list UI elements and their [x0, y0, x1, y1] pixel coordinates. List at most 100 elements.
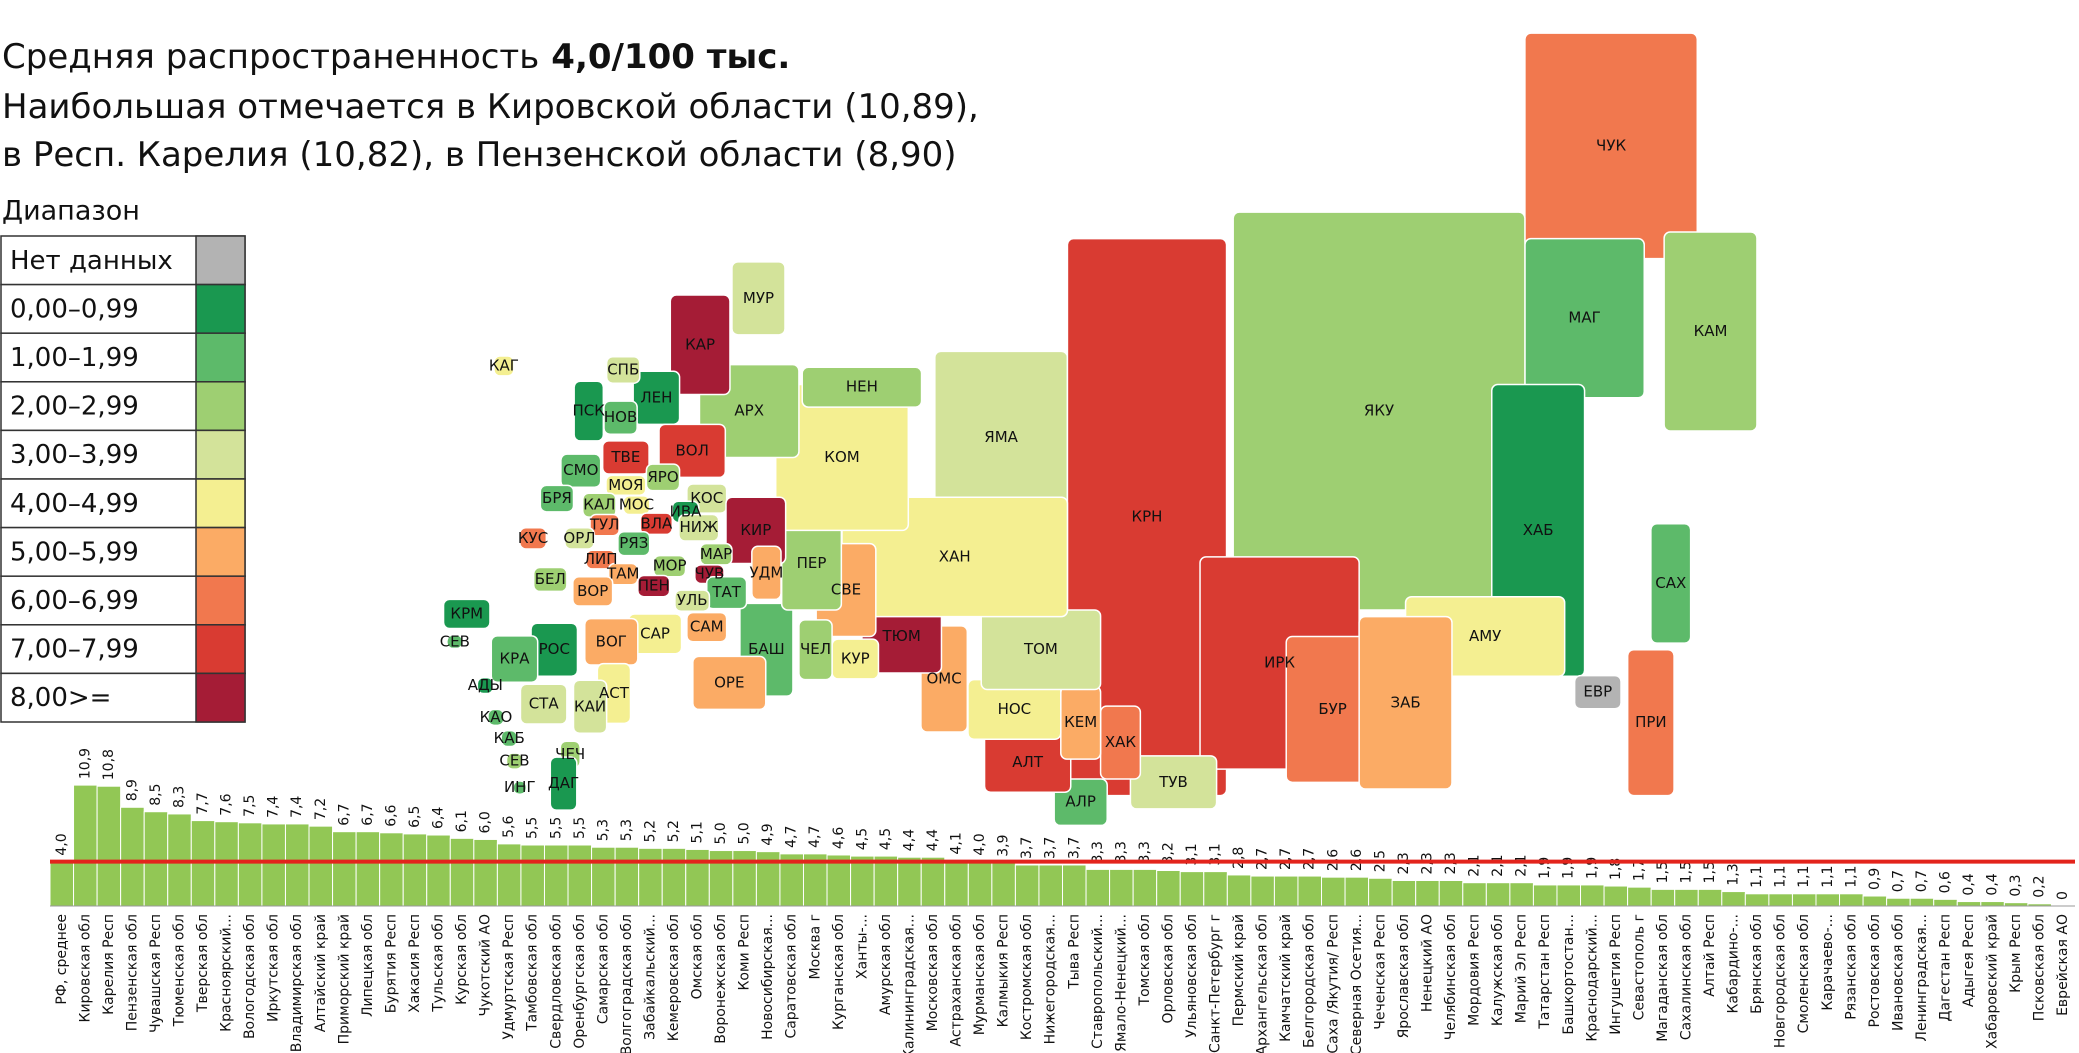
bar	[1014, 864, 1040, 907]
region-label: ВОР	[577, 582, 608, 600]
bar	[73, 784, 98, 907]
x-tick-label: Татарстан Респ	[1537, 914, 1553, 1030]
region-label: МОЯ	[608, 476, 643, 494]
region-label: АЛР	[1065, 793, 1096, 811]
bar	[1956, 901, 1982, 907]
x-tick-label: Челябинская обл	[1443, 914, 1459, 1040]
x-tick-label: Алтай Респ	[1702, 914, 1718, 997]
bar	[1580, 884, 1605, 907]
region	[645, 463, 681, 492]
x-tick-label: Ямало-Ненецкий...	[1113, 914, 1129, 1052]
region	[539, 484, 575, 513]
region-label: КАБ	[494, 729, 525, 747]
bar	[1321, 876, 1346, 907]
region-label: КЕМ	[1064, 713, 1097, 731]
value-label: 10,9	[77, 748, 93, 779]
region-label: МОР	[653, 557, 687, 575]
value-label: 7,7	[195, 792, 211, 814]
region-label: АДЫ	[468, 676, 503, 694]
region-label: КАГ	[489, 356, 519, 374]
legend: Нет данных 0,00–0,99 1,00–1,99 2,00–2,99 3,0…	[0, 235, 246, 723]
bar	[661, 847, 687, 907]
legend-label: 8,00>=	[10, 683, 111, 713]
x-tick-label: Севастополь г	[1631, 914, 1647, 1020]
x-tick-label: Хабаровский край	[1985, 914, 2001, 1049]
region-label: КРН	[1131, 508, 1162, 526]
bar	[237, 822, 263, 907]
value-label: 0	[2055, 891, 2071, 900]
value-label: 3,7	[1066, 837, 1082, 859]
legend-label: 5,00–5,99	[10, 537, 139, 567]
region	[1663, 231, 1758, 432]
region-label: РОС	[539, 640, 570, 658]
value-label: 6,1	[454, 810, 470, 832]
value-label: 5,6	[501, 816, 517, 838]
value-label: 5,2	[642, 820, 658, 842]
x-tick-label: Коми Респ	[737, 914, 753, 991]
bar	[96, 785, 122, 907]
region-label: ХАБ	[1523, 521, 1554, 539]
region-label: САМ	[690, 618, 724, 636]
x-tick-label: Камчатский край	[1278, 914, 1294, 1042]
region-label: КРМ	[450, 604, 483, 622]
value-label: 1,1	[1773, 866, 1789, 888]
region	[564, 526, 595, 550]
value-label: 2,1	[1467, 854, 1483, 876]
x-tick-label: Карелия Респ	[101, 914, 117, 1015]
legend-swatch	[195, 575, 246, 626]
region	[731, 261, 786, 336]
value-label: 0,3	[2008, 874, 2024, 896]
value-label: 5,3	[595, 819, 611, 841]
value-label: 5,0	[737, 822, 753, 844]
value-label: 6,4	[431, 807, 447, 829]
bar	[1226, 874, 1252, 907]
bar	[332, 831, 357, 907]
x-tick-label: Калужская обл	[1490, 914, 1506, 1026]
bar	[426, 834, 451, 907]
region	[605, 474, 647, 497]
region-label: ТОМ	[1023, 640, 1058, 658]
bar	[1132, 868, 1158, 907]
legend-swatch	[195, 672, 246, 723]
value-label: 0,4	[1985, 873, 2001, 895]
region-label: КУР	[841, 650, 870, 668]
region-label: ИВА	[670, 502, 703, 520]
value-label: 4,7	[807, 826, 823, 848]
bar	[1344, 876, 1370, 907]
x-tick-label: Санкт-Петербург г	[1208, 914, 1224, 1053]
value-label: 2,8	[1231, 847, 1247, 869]
region	[572, 679, 608, 735]
bar	[1980, 901, 2005, 907]
bar	[1650, 888, 1676, 907]
region-label: ВЛА	[640, 514, 673, 532]
region-label: БРЯ	[542, 489, 572, 507]
x-tick-label: Тверская обл	[195, 914, 211, 1013]
x-tick-label: Московская обл	[925, 914, 941, 1031]
x-tick-label: Мордовия Респ	[1467, 914, 1483, 1026]
x-tick-label: Москва г	[807, 914, 823, 979]
x-tick-label: Краснодарский...	[1584, 914, 1600, 1042]
region-label: ПСК	[573, 402, 606, 420]
region	[585, 549, 617, 570]
legend-swatch	[195, 429, 246, 480]
x-tick-label: Ивановская обл	[1890, 914, 1906, 1031]
bar	[732, 850, 757, 907]
bar	[1462, 882, 1487, 907]
x-tick-label: Ставропольский...	[1090, 914, 1106, 1049]
x-tick-label: Астраханская обл	[949, 914, 965, 1047]
region	[442, 598, 491, 630]
subtitle: в Респ. Карелия (10,82), в Пензенской об…	[2, 135, 957, 175]
bar	[1674, 888, 1699, 907]
bar	[520, 844, 545, 907]
value-label: 3,3	[1137, 841, 1153, 863]
region-label: ЯРО	[647, 468, 678, 486]
bar	[449, 837, 475, 907]
value-label: 8,5	[148, 783, 164, 805]
x-tick-label: Еврейская АО	[2055, 914, 2071, 1016]
region	[603, 400, 638, 436]
x-tick-label: Калининградская...	[901, 914, 917, 1053]
bar	[1603, 885, 1629, 907]
x-tick-label: Ярославская обл	[1396, 914, 1412, 1038]
region-label: КАМ	[1694, 322, 1728, 340]
region-label: НЕН	[846, 378, 878, 396]
